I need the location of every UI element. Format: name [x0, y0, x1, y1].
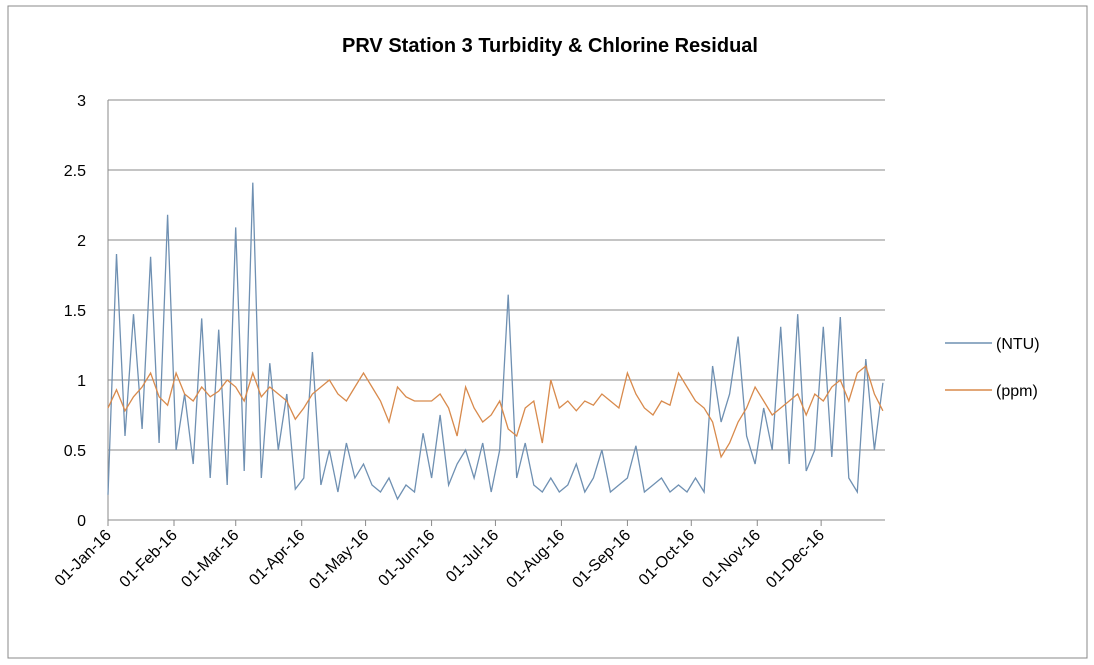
chart-border — [7, 5, 1088, 659]
y-tick-label: 2.5 — [64, 163, 86, 180]
series-line — [107, 182, 884, 501]
y-tick-label: 3 — [77, 93, 86, 110]
y-tick-label: 1.5 — [64, 303, 86, 320]
y-tick-label: 0 — [77, 513, 86, 530]
legend-label: (NTU) — [996, 336, 1040, 353]
series-line — [107, 364, 884, 459]
y-tick-label: 0.5 — [64, 443, 86, 460]
y-tick-label: 2 — [77, 233, 86, 250]
legend-label: (ppm) — [996, 383, 1038, 400]
chart-title: PRV Station 3 Turbidity & Chlorine Resid… — [342, 35, 758, 57]
y-tick-label: 1 — [77, 373, 86, 390]
